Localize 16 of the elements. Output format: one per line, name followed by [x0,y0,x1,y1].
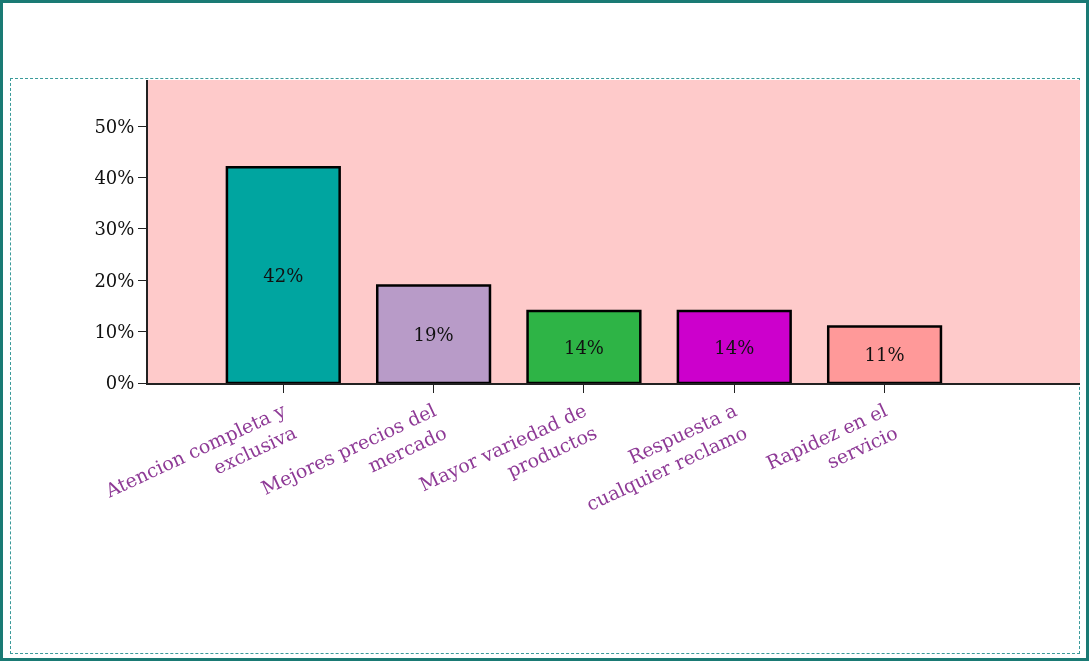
y-tick-label: 30% [94,218,135,240]
y-tick-label: 10% [94,320,135,342]
data-label: 11% [864,344,905,366]
y-tick-label: 40% [94,166,135,188]
data-label: 19% [413,323,454,345]
y-tick-label: 20% [94,269,135,291]
bar [225,166,341,383]
data-label: 14% [563,336,604,358]
bar [526,309,642,383]
data-label: 42% [263,264,304,286]
y-tick-label: 0% [105,372,135,394]
bar [375,284,492,383]
bar [826,325,943,383]
bar [676,309,792,383]
y-tick-label: 50% [94,115,135,137]
data-label: 14% [714,336,755,358]
